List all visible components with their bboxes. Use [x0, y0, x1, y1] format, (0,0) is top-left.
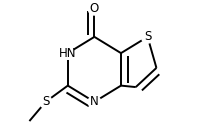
Text: HN: HN — [59, 47, 77, 60]
Circle shape — [141, 31, 154, 43]
Circle shape — [88, 3, 101, 15]
Text: S: S — [42, 95, 49, 108]
Text: S: S — [144, 30, 151, 43]
Text: O: O — [90, 2, 99, 15]
Text: N: N — [90, 95, 99, 108]
Circle shape — [88, 96, 101, 108]
Circle shape — [62, 47, 74, 59]
Circle shape — [40, 96, 52, 108]
